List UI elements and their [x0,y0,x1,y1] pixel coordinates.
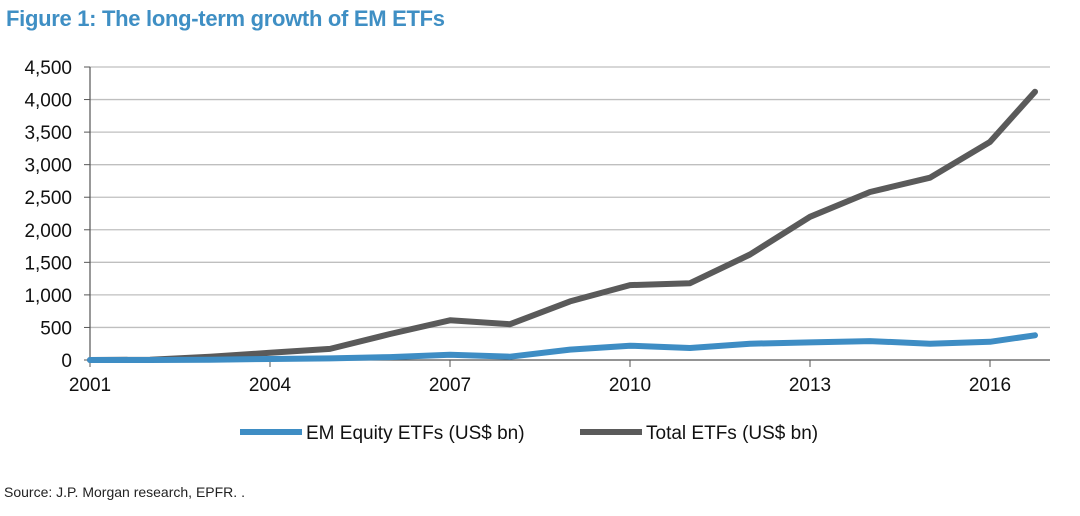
legend-label-em-equity: EM Equity ETFs (US$ bn) [306,423,525,444]
y-tick-label: 1,500 [24,253,72,274]
series-line-em-equity [87,332,1038,363]
x-tick-label: 2007 [429,375,471,396]
x-axis-ticks: 2001 2004 2007 2010 2013 2016 [69,360,1011,396]
y-tick-label: 1,000 [24,286,72,307]
series-line-total [87,88,1038,363]
y-axis-ticks: 0 500 1,000 1,500 2,000 2,500 3,000 3,500 4,000 4… [24,58,90,372]
x-tick-label: 2010 [609,375,651,396]
y-tick-label: 2,000 [24,221,72,242]
y-tick-label: 4,000 [24,91,72,112]
source-note: Source: J.P. Morgan research, EPFR. . [4,484,245,500]
x-tick-label: 2004 [249,375,292,396]
y-tick-label: 500 [40,318,72,339]
x-tick-label: 2001 [69,375,111,396]
y-tick-label: 2,500 [24,188,72,209]
y-tick-label: 4,500 [24,58,72,79]
gridlines [90,66,1050,329]
y-tick-label: 0 [61,351,72,372]
chart-title: Figure 1: The long-term growth of EM ETF… [6,6,445,31]
series-lines [87,88,1038,363]
legend: EM Equity ETFs (US$ bn) Total ETFs (US$ b… [240,423,818,444]
y-tick-label: 3,500 [24,123,72,144]
legend-label-total: Total ETFs (US$ bn) [646,423,818,444]
x-tick-label: 2016 [969,375,1011,396]
x-tick-label: 2013 [789,375,831,396]
y-tick-label: 3,000 [24,156,72,177]
line-chart: 0 500 1,000 1,500 2,000 2,500 3,000 3,500 4,000 4… [24,58,1050,444]
